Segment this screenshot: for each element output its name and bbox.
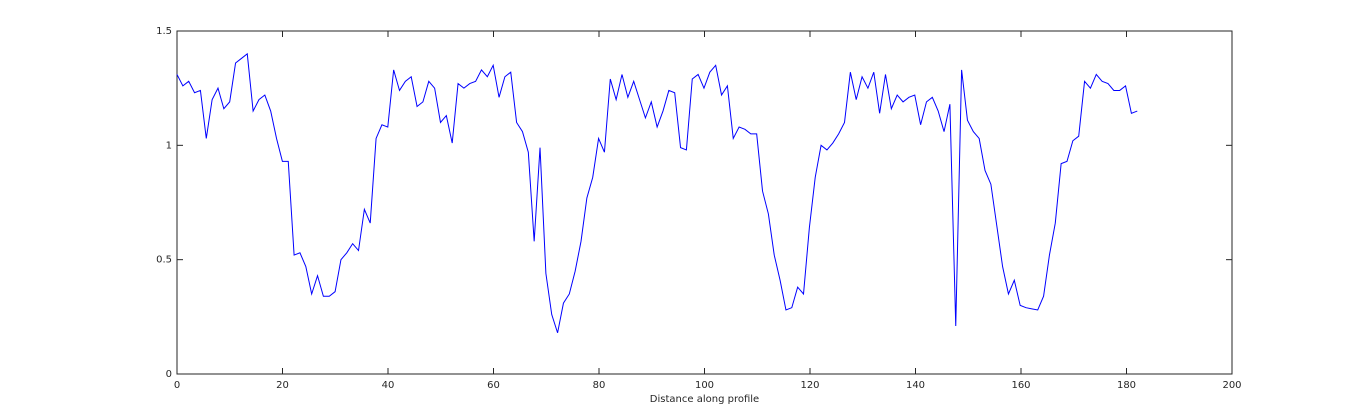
- y-tick-label: 1.5: [156, 26, 172, 37]
- x-tick-label: 60: [487, 380, 500, 391]
- x-tick-label: 40: [382, 380, 395, 391]
- x-tick-label: 20: [276, 380, 289, 391]
- y-tick-label: 1: [166, 140, 172, 151]
- axes-box: [176, 30, 1233, 375]
- y-tick-label: 0: [166, 369, 172, 380]
- data-line: [176, 52, 1138, 333]
- x-tick-label: 140: [906, 380, 925, 391]
- x-axis-label: Distance along profile: [650, 394, 759, 405]
- x-tick-label: 0: [174, 380, 180, 391]
- x-tick-label: 180: [1117, 380, 1136, 391]
- y-tick-label: 0.5: [156, 255, 172, 266]
- x-tick-label: 200: [1222, 380, 1241, 391]
- x-tick-label: 160: [1011, 380, 1030, 391]
- x-tick-label: 120: [800, 380, 819, 391]
- x-tick-label: 80: [593, 380, 606, 391]
- x-tick-label: 100: [695, 380, 714, 391]
